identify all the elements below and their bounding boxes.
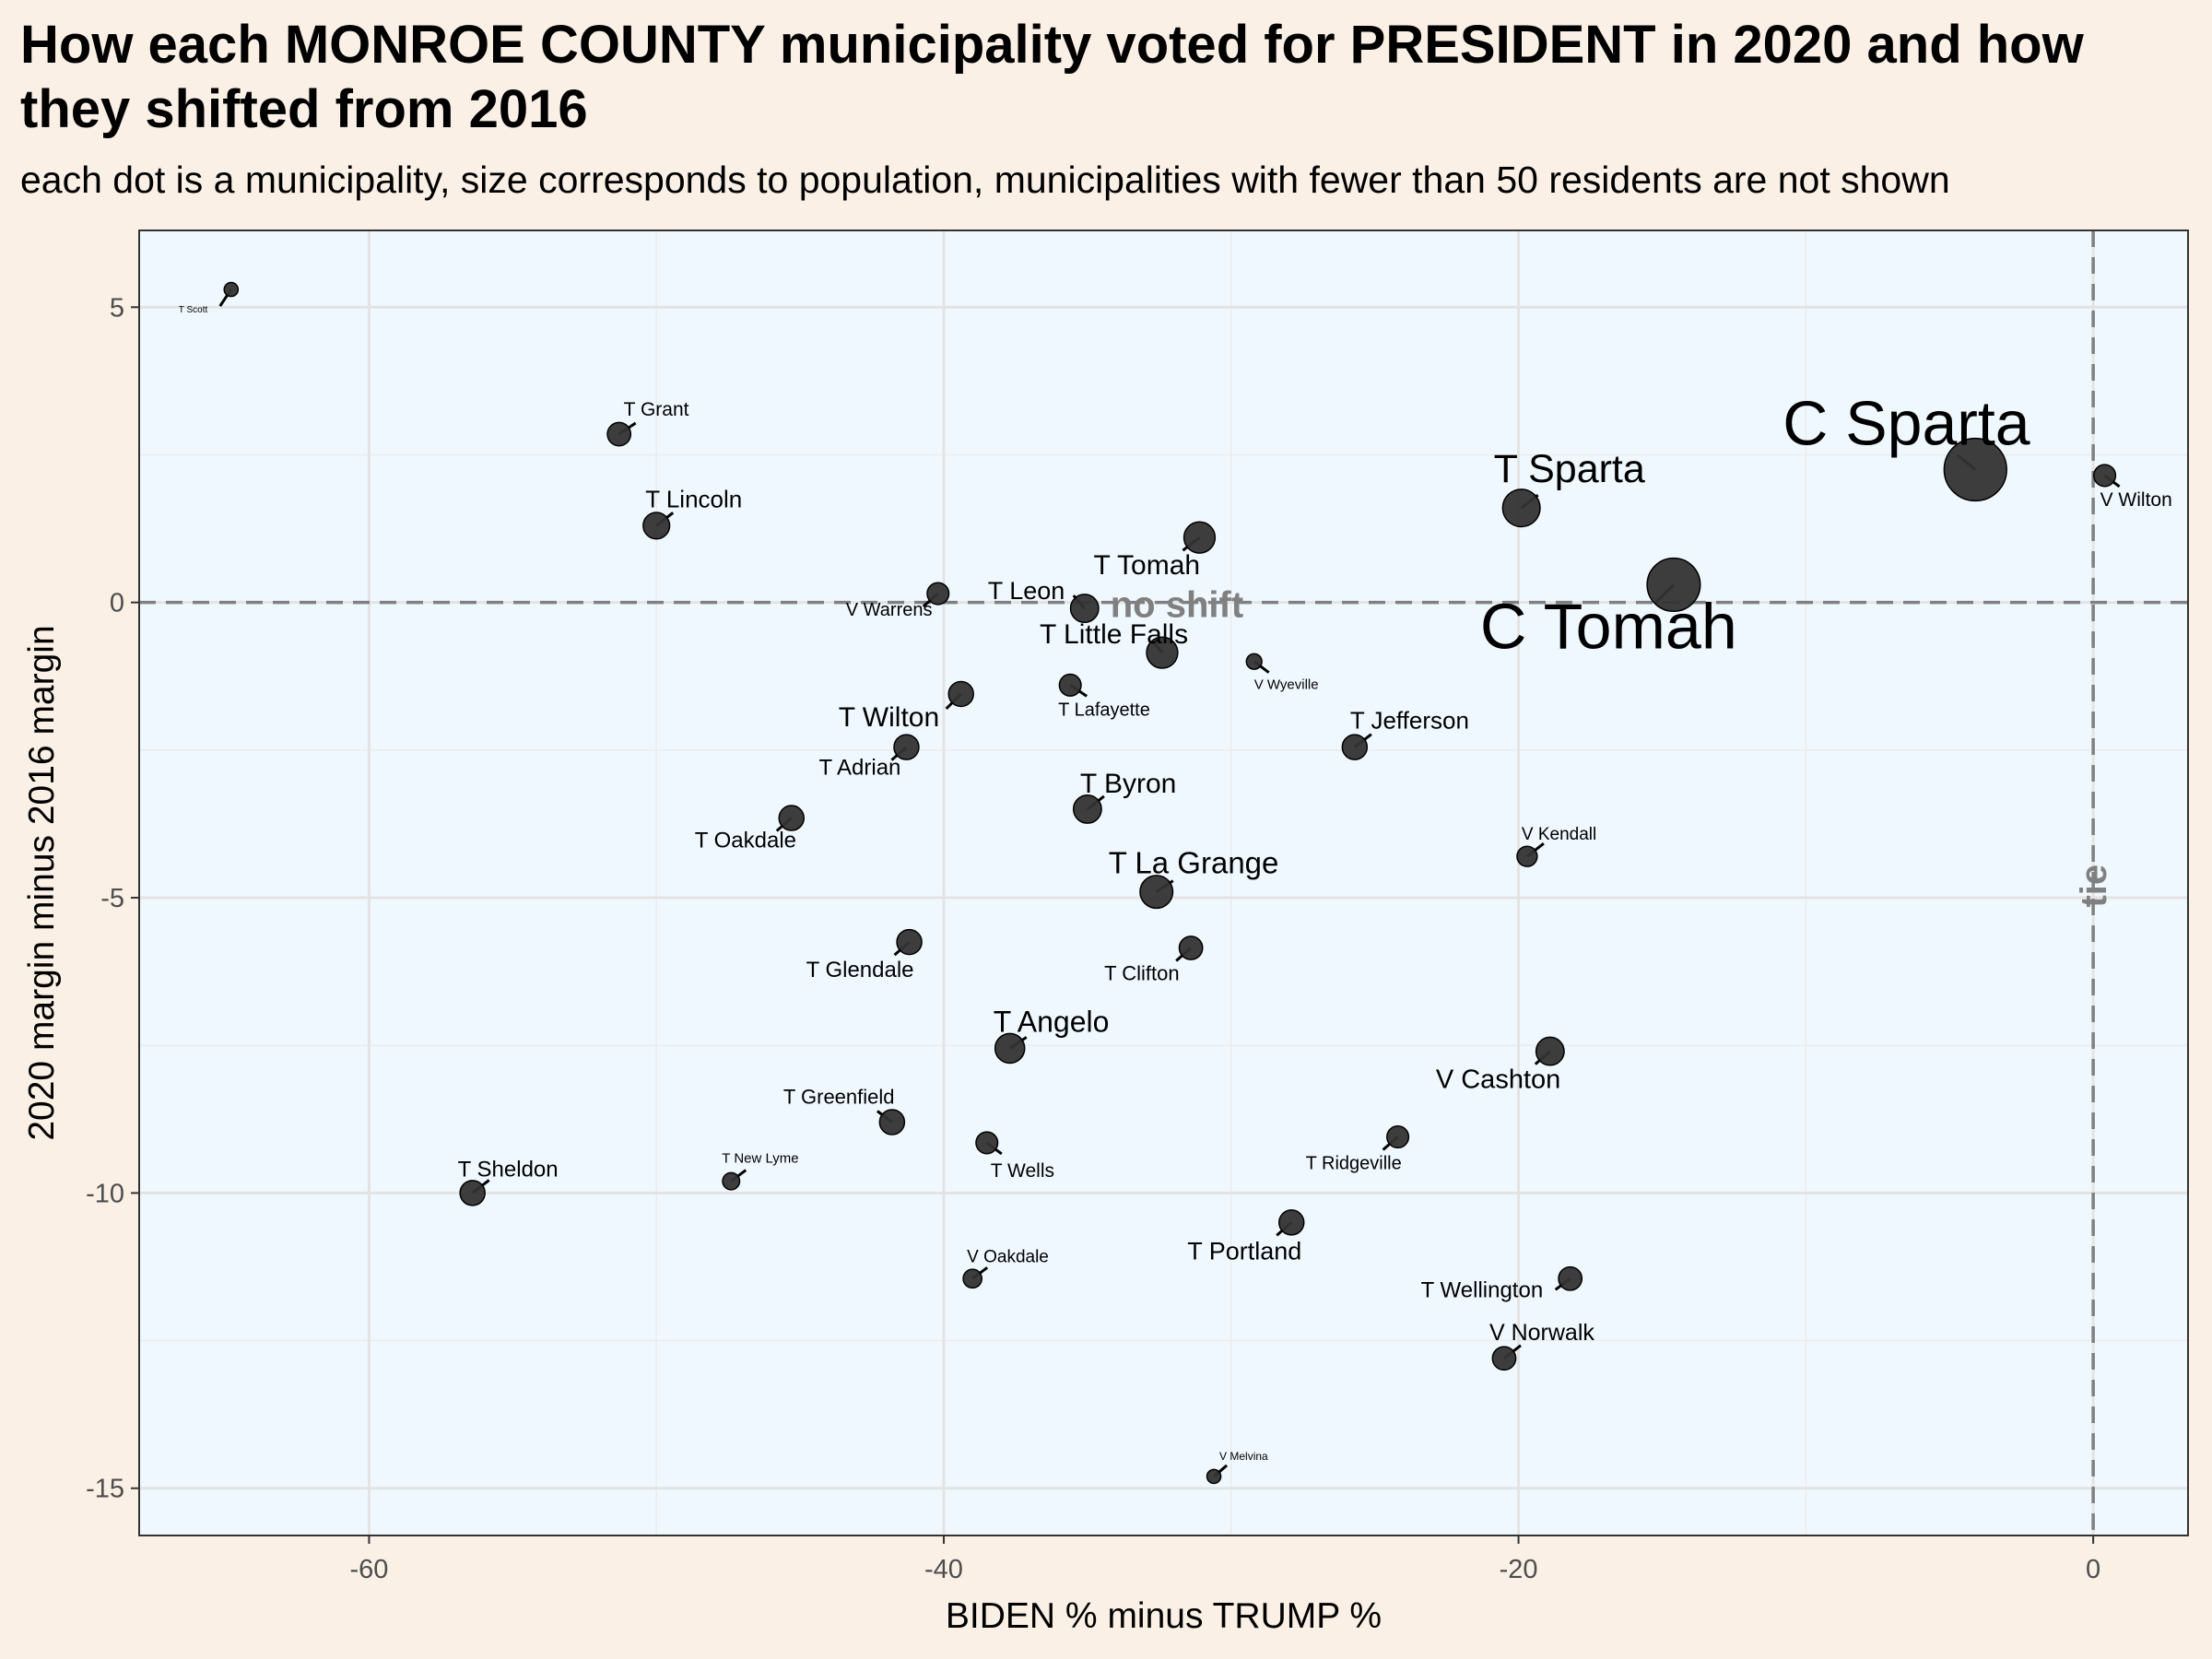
point-label: T Greenfield (783, 1085, 895, 1108)
tie-label: tie (2074, 865, 2114, 908)
data-point (1206, 1468, 1222, 1485)
data-point (642, 512, 671, 540)
data-point (2093, 464, 2117, 488)
point-label: T Sparta (1494, 447, 1645, 491)
plot-border (138, 229, 2189, 1536)
data-point (1535, 1036, 1565, 1066)
data-point (778, 805, 805, 831)
data-point (994, 1032, 1026, 1065)
data-point (223, 281, 240, 298)
no-shift-label: no shift (1111, 585, 1243, 626)
point-label: T Wells (991, 1160, 1054, 1182)
chart-subtitle: each dot is a municipality, size corresp… (20, 159, 1950, 201)
x-tick-label: 0 (2086, 1555, 2100, 1584)
y-tick-label: -5 (100, 884, 124, 913)
data-point (1491, 1346, 1517, 1371)
data-point (1146, 636, 1179, 669)
point-label: T Wilton (839, 702, 939, 733)
point-label: T Adrian (818, 756, 900, 781)
data-point (1277, 1209, 1305, 1236)
data-point (1646, 557, 1701, 612)
x-tick-label: -60 (349, 1555, 388, 1584)
x-tick-label: -40 (924, 1555, 963, 1584)
y-tick-label: -15 (86, 1475, 124, 1504)
point-label: T Lincoln (645, 485, 742, 512)
data-point (1341, 734, 1369, 760)
point-label: V Melvina (1219, 1450, 1268, 1463)
data-point (1069, 594, 1100, 624)
data-point (947, 680, 974, 708)
point-label: V Wilton (2100, 489, 2172, 511)
point-label: T Clifton (1104, 961, 1180, 984)
data-point (1178, 935, 1204, 960)
point-label: T Byron (1080, 769, 1177, 799)
data-point (878, 1109, 906, 1135)
point-label: C Tomah (1480, 590, 1737, 662)
point-label: T Wellington (1421, 1277, 1544, 1302)
point-label: T Ridgeville (1306, 1154, 1402, 1174)
point-label: T Scott (179, 305, 208, 315)
data-point (606, 421, 632, 447)
point-label: V Warrens (846, 600, 933, 620)
data-point (1139, 875, 1174, 910)
y-tick-label: -10 (86, 1179, 124, 1208)
data-point (896, 928, 923, 956)
data-point (893, 734, 920, 760)
data-point (1943, 437, 2007, 502)
data-point (962, 1268, 983, 1289)
data-point (1245, 653, 1263, 670)
y-tick-label: 0 (110, 589, 124, 618)
point-label: T Grant (624, 399, 689, 420)
point-label: T Oakdale (695, 829, 796, 853)
y-tick-label: 5 (110, 293, 124, 323)
point-label: T Sheldon (458, 1157, 559, 1182)
x-axis-title: BIDEN % minus TRUMP % (946, 1596, 1382, 1636)
point-label: T Tomah (1093, 550, 1200, 581)
data-point (1558, 1265, 1583, 1291)
point-label: T Little Falls (1040, 619, 1188, 650)
point-label: V Kendall (1522, 825, 1596, 844)
point-label: C Sparta (1783, 388, 2030, 458)
data-point (975, 1131, 999, 1155)
data-point (1058, 673, 1082, 697)
point-label: T La Grange (1109, 846, 1279, 880)
point-label: V Cashton (1436, 1065, 1560, 1095)
point-label: T New Lyme (722, 1151, 798, 1167)
point-label: V Wyeville (1254, 677, 1319, 693)
point-label: T Angelo (994, 1005, 1110, 1038)
point-label: V Oakdale (967, 1247, 1049, 1266)
point-label: T Lafayette (1058, 700, 1150, 720)
point-label: T Jefferson (1350, 707, 1469, 735)
chart-title: How each MONROE COUNTY municipality vote… (20, 15, 2084, 139)
point-label: T Glendale (806, 958, 914, 982)
data-point (1072, 794, 1102, 824)
data-point (1182, 521, 1217, 554)
point-label: V Norwalk (1489, 1320, 1594, 1346)
data-point (722, 1171, 741, 1191)
point-label: T Leon (988, 577, 1065, 605)
data-point (1501, 488, 1541, 528)
data-point (926, 582, 950, 606)
data-point (459, 1180, 486, 1206)
data-point (1386, 1124, 1410, 1149)
point-label: T Portland (1187, 1237, 1301, 1265)
data-point (1516, 845, 1538, 867)
y-axis-title: 2020 margin minus 2016 margin (22, 625, 62, 1140)
x-tick-label: -20 (1500, 1555, 1538, 1584)
